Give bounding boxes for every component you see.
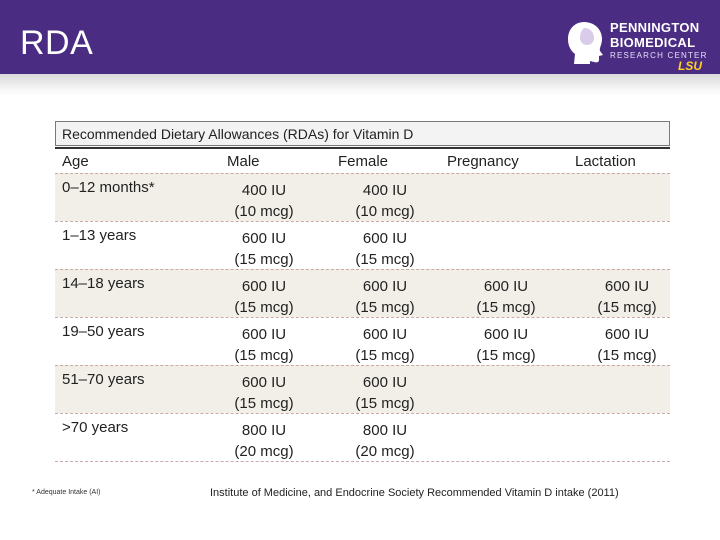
female-cell: 600 IU (15 mcg)	[342, 372, 428, 414]
lsu-mark: LSU	[678, 59, 702, 73]
male-cell: 600 IU (15 mcg)	[221, 276, 307, 318]
female-cell: 400 IU (10 mcg)	[342, 180, 428, 222]
table-row: 1–13 years 600 IU (15 mcg) 600 IU (15 mcg)	[55, 221, 670, 270]
slide-title: RDA	[20, 24, 94, 62]
age-cell: 1–13 years	[62, 227, 137, 244]
table-row: 14–18 years 600 IU (15 mcg) 600 IU (15 mcg…	[55, 269, 670, 318]
logo-text-line2: BIOMEDICAL	[610, 35, 696, 50]
female-iu: 600 IU	[362, 374, 408, 391]
female-mcg: (15 mcg)	[355, 251, 415, 268]
male-mcg: (15 mcg)	[234, 251, 294, 268]
female-cell: 600 IU (15 mcg)	[342, 276, 428, 318]
male-mcg: (15 mcg)	[234, 299, 294, 316]
male-iu: 600 IU	[241, 326, 287, 343]
male-cell: 400 IU (10 mcg)	[221, 180, 307, 222]
male-cell: 800 IU (20 mcg)	[221, 420, 307, 462]
source-citation: Institute of Medicine, and Endocrine Soc…	[210, 487, 619, 499]
male-iu: 400 IU	[241, 182, 287, 199]
female-cell: 600 IU (15 mcg)	[342, 228, 428, 270]
head-silhouette-icon	[568, 22, 603, 64]
female-iu: 400 IU	[362, 182, 408, 199]
logo-text-line1: PENNINGTON	[610, 20, 700, 35]
age-cell: 51–70 years	[62, 371, 145, 388]
pregnancy-iu: 600 IU	[483, 278, 529, 295]
male-iu: 800 IU	[241, 422, 287, 439]
header-lactation: Lactation	[575, 153, 636, 170]
male-cell: 600 IU (15 mcg)	[221, 372, 307, 414]
male-mcg: (15 mcg)	[234, 395, 294, 412]
age-cell: 0–12 months*	[62, 179, 155, 196]
footnote: * Adequate Intake (AI)	[32, 489, 101, 496]
rda-table: Recommended Dietary Allowances (RDAs) fo…	[55, 121, 670, 462]
slide-header: RDA PENNINGTON BIOMEDICAL RESEARCH CENTE…	[0, 0, 720, 74]
female-iu: 600 IU	[362, 230, 408, 247]
lactation-iu: 600 IU	[604, 326, 650, 343]
table-row: 0–12 months* 400 IU (10 mcg) 400 IU (10 mc…	[55, 173, 670, 222]
table-bottom-divider	[55, 461, 670, 462]
table-header-row: Age Male Female Pregnancy Lactation	[55, 147, 670, 173]
female-mcg: (15 mcg)	[355, 299, 415, 316]
header-age: Age	[62, 153, 89, 170]
female-mcg: (15 mcg)	[355, 347, 415, 364]
female-iu: 800 IU	[362, 422, 408, 439]
male-mcg: (20 mcg)	[234, 443, 294, 460]
pennington-logo: PENNINGTON BIOMEDICAL RESEARCH CENTER LS…	[566, 18, 712, 74]
age-cell: 14–18 years	[62, 275, 145, 292]
header-shadow-band	[0, 74, 720, 96]
pregnancy-mcg: (15 mcg)	[476, 299, 536, 316]
lactation-iu: 600 IU	[604, 278, 650, 295]
male-cell: 600 IU (15 mcg)	[221, 324, 307, 366]
pregnancy-mcg: (15 mcg)	[476, 347, 536, 364]
lactation-mcg: (15 mcg)	[597, 299, 657, 316]
male-mcg: (15 mcg)	[234, 347, 294, 364]
header-female: Female	[338, 153, 389, 170]
male-iu: 600 IU	[241, 278, 287, 295]
age-cell: >70 years	[62, 419, 129, 436]
pregnancy-cell: 600 IU (15 mcg)	[463, 276, 549, 318]
female-mcg: (15 mcg)	[355, 395, 415, 412]
logo-text-line3: RESEARCH CENTER	[610, 51, 708, 60]
age-cell: 19–50 years	[62, 323, 145, 340]
male-cell: 600 IU (15 mcg)	[221, 228, 307, 270]
male-mcg: (10 mcg)	[234, 203, 294, 220]
female-cell: 800 IU (20 mcg)	[342, 420, 428, 462]
table-row: 51–70 years 600 IU (15 mcg) 600 IU (15 mcg…	[55, 365, 670, 414]
female-cell: 600 IU (15 mcg)	[342, 324, 428, 366]
female-iu: 600 IU	[362, 326, 408, 343]
lactation-mcg: (15 mcg)	[597, 347, 657, 364]
lactation-cell: 600 IU (15 mcg)	[584, 324, 670, 366]
male-iu: 600 IU	[241, 230, 287, 247]
table-row: 19–50 years 600 IU (15 mcg) 600 IU (15 mcg…	[55, 317, 670, 366]
female-mcg: (20 mcg)	[355, 443, 415, 460]
lactation-cell: 600 IU (15 mcg)	[584, 276, 670, 318]
female-iu: 600 IU	[362, 278, 408, 295]
male-iu: 600 IU	[241, 374, 287, 391]
female-mcg: (10 mcg)	[355, 203, 415, 220]
header-male: Male	[227, 153, 260, 170]
table-row: >70 years 800 IU (20 mcg) 800 IU (20 mcg)	[55, 413, 670, 462]
pregnancy-iu: 600 IU	[483, 326, 529, 343]
table-caption: Recommended Dietary Allowances (RDAs) fo…	[55, 121, 670, 146]
pregnancy-cell: 600 IU (15 mcg)	[463, 324, 549, 366]
header-pregnancy: Pregnancy	[447, 153, 519, 170]
